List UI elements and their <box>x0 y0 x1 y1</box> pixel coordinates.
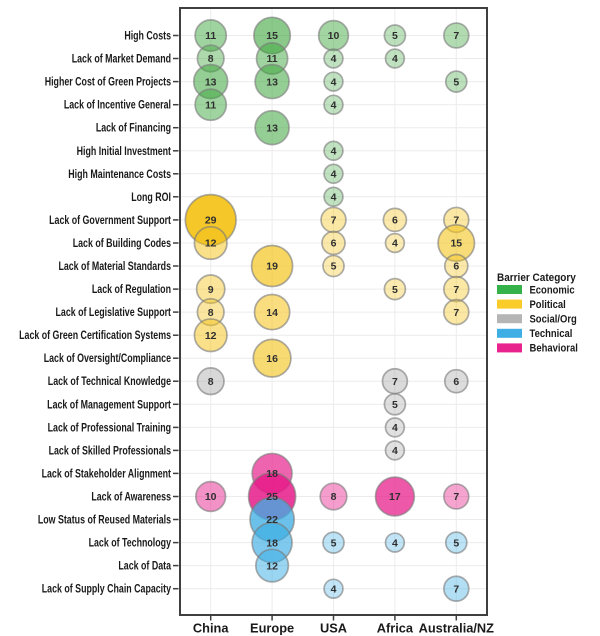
svg-text:Lack of Stakeholder Alignment: Lack of Stakeholder Alignment <box>42 468 172 480</box>
svg-text:6: 6 <box>331 238 337 250</box>
svg-text:Social/Org: Social/Org <box>530 314 577 326</box>
svg-text:High Initial Investment: High Initial Investment <box>77 146 172 158</box>
svg-text:Lack of Incentive General: Lack of Incentive General <box>64 100 171 112</box>
svg-text:4: 4 <box>392 422 398 434</box>
svg-text:13: 13 <box>266 122 278 134</box>
svg-text:7: 7 <box>453 30 459 42</box>
svg-text:Lack of Material Standards: Lack of Material Standards <box>58 261 171 273</box>
svg-text:22: 22 <box>266 514 278 526</box>
svg-text:Lack of Supply Chain Capacity: Lack of Supply Chain Capacity <box>42 584 172 596</box>
svg-text:7: 7 <box>453 583 459 595</box>
svg-text:8: 8 <box>331 491 337 503</box>
svg-text:5: 5 <box>453 537 459 549</box>
svg-text:4: 4 <box>392 238 398 250</box>
svg-text:Economic: Economic <box>530 285 575 297</box>
svg-text:Lack of Management Support: Lack of Management Support <box>47 399 171 411</box>
svg-text:25: 25 <box>266 491 278 503</box>
svg-text:Higher Cost of Green Projects: Higher Cost of Green Projects <box>45 77 172 89</box>
svg-text:7: 7 <box>453 215 459 227</box>
svg-text:12: 12 <box>205 330 217 342</box>
svg-text:7: 7 <box>453 491 459 503</box>
svg-text:6: 6 <box>453 376 459 388</box>
svg-text:10: 10 <box>205 491 217 503</box>
svg-text:13: 13 <box>266 76 278 88</box>
svg-text:High Maintenance Costs: High Maintenance Costs <box>68 169 171 181</box>
svg-text:Lack of Green Certification Sy: Lack of Green Certification Systems <box>19 330 171 342</box>
svg-text:Lack of Building Codes: Lack of Building Codes <box>73 238 172 250</box>
svg-text:6: 6 <box>392 215 398 227</box>
svg-text:7: 7 <box>453 284 459 296</box>
svg-text:4: 4 <box>392 445 398 457</box>
svg-text:7: 7 <box>331 215 337 227</box>
svg-text:Lack of Market Demand: Lack of Market Demand <box>72 54 171 66</box>
svg-text:Lack of Legislative Support: Lack of Legislative Support <box>56 307 172 319</box>
svg-text:16: 16 <box>266 353 278 365</box>
svg-text:4: 4 <box>331 76 337 88</box>
svg-text:Political: Political <box>530 299 566 311</box>
svg-text:5: 5 <box>392 399 398 411</box>
svg-text:18: 18 <box>266 537 278 549</box>
svg-text:High Costs: High Costs <box>124 31 171 43</box>
svg-text:15: 15 <box>266 30 278 42</box>
svg-text:5: 5 <box>392 30 398 42</box>
svg-text:5: 5 <box>331 537 337 549</box>
svg-text:9: 9 <box>208 284 214 296</box>
svg-text:7: 7 <box>453 307 459 319</box>
svg-text:Lack of Government Support: Lack of Government Support <box>49 215 171 227</box>
svg-text:Australia/NZ: Australia/NZ <box>419 621 495 636</box>
svg-text:6: 6 <box>453 261 459 273</box>
svg-text:4: 4 <box>331 169 337 181</box>
svg-text:USA: USA <box>320 621 347 636</box>
svg-text:4: 4 <box>331 53 337 65</box>
svg-text:4: 4 <box>331 583 337 595</box>
svg-text:7: 7 <box>392 376 398 388</box>
svg-text:China: China <box>193 621 229 636</box>
svg-text:17: 17 <box>389 491 401 503</box>
svg-text:15: 15 <box>450 238 462 250</box>
svg-text:Lack of Skilled Professionals: Lack of Skilled Professionals <box>49 445 172 457</box>
svg-text:Lack of Data: Lack of Data <box>118 561 171 573</box>
svg-text:11: 11 <box>205 30 216 42</box>
svg-text:Barrier Category: Barrier Category <box>497 271 576 284</box>
svg-text:11: 11 <box>267 53 278 65</box>
svg-text:29: 29 <box>205 215 217 227</box>
svg-text:Lack of Professional Training: Lack of Professional Training <box>48 422 171 434</box>
svg-text:Behavioral: Behavioral <box>530 343 578 355</box>
svg-text:5: 5 <box>331 261 337 273</box>
svg-text:4: 4 <box>392 537 398 549</box>
svg-text:5: 5 <box>392 284 398 296</box>
svg-text:Lack of Awareness: Lack of Awareness <box>91 492 171 504</box>
svg-text:19: 19 <box>266 261 278 273</box>
svg-text:12: 12 <box>205 238 217 250</box>
svg-text:18: 18 <box>266 468 278 480</box>
svg-text:Europe: Europe <box>250 621 294 636</box>
svg-text:14: 14 <box>266 307 278 319</box>
svg-text:12: 12 <box>266 560 278 572</box>
svg-text:8: 8 <box>208 376 214 388</box>
svg-text:4: 4 <box>331 99 337 111</box>
svg-text:Low Status of Reused Materials: Low Status of Reused Materials <box>38 515 171 527</box>
svg-text:Long ROI: Long ROI <box>131 192 171 204</box>
svg-text:Technical: Technical <box>530 329 573 341</box>
svg-text:4: 4 <box>331 145 337 157</box>
svg-text:10: 10 <box>328 30 340 42</box>
svg-text:5: 5 <box>453 76 459 88</box>
svg-text:13: 13 <box>205 76 217 88</box>
svg-text:4: 4 <box>392 53 398 65</box>
svg-text:Lack of Financing: Lack of Financing <box>96 123 171 135</box>
svg-text:Lack of Regulation: Lack of Regulation <box>92 284 171 296</box>
svg-text:8: 8 <box>208 53 214 65</box>
svg-text:Lack of Technology: Lack of Technology <box>89 538 172 550</box>
svg-text:Lack of Technical Knowledge: Lack of Technical Knowledge <box>48 376 171 388</box>
svg-text:11: 11 <box>205 99 216 111</box>
svg-text:Africa: Africa <box>377 621 414 636</box>
svg-text:8: 8 <box>208 307 214 319</box>
svg-text:4: 4 <box>331 192 337 204</box>
svg-text:Lack of Oversight/Compliance: Lack of Oversight/Compliance <box>44 353 172 365</box>
